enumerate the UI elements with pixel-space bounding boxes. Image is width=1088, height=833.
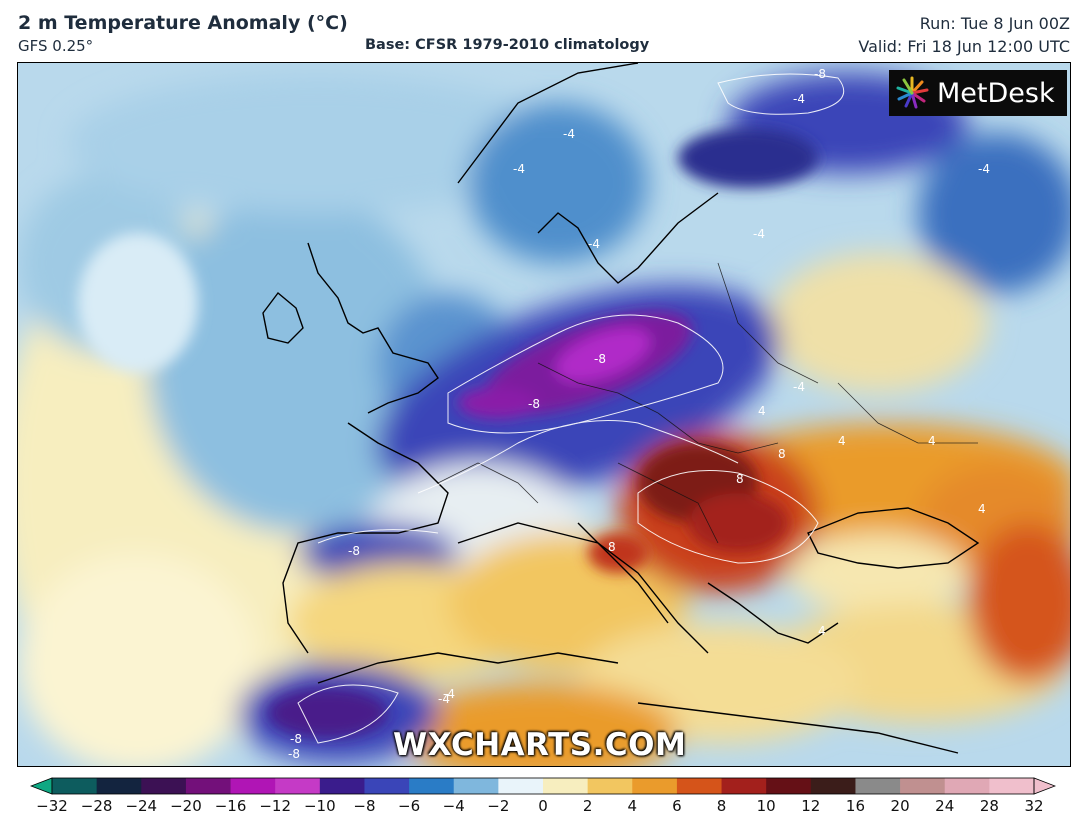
model-label: GFS 0.25° (18, 37, 94, 55)
wxcharts-watermark: WXCHARTS.COM (393, 727, 687, 763)
colorbar-segment (409, 778, 455, 794)
colorbar-segment (364, 778, 410, 794)
contour-label: 4 (838, 434, 846, 448)
colorbar-min-arrow (30, 777, 53, 795)
contour-label: 8 (778, 447, 786, 461)
colorbar-tick-label: 0 (538, 797, 548, 815)
colorbar-tick-label: 20 (890, 797, 910, 815)
contour-label: 8 (736, 472, 744, 486)
colorbar-segment (543, 778, 589, 794)
colorbar-tick-label: 10 (756, 797, 776, 815)
colorbar-tick-label: −24 (125, 797, 158, 815)
contour-label: -8 (594, 352, 606, 366)
colorbar-tick-label: 24 (935, 797, 955, 815)
colorbar-segment (855, 778, 901, 794)
logo-text: MetDesk (937, 77, 1055, 109)
colorbar-frame (51, 777, 1035, 795)
colorbar-tick-label: −10 (303, 797, 336, 815)
colorbar-tick-label: 28 (979, 797, 999, 815)
colorbar-tick-label: 6 (672, 797, 682, 815)
colorbar-segment (766, 778, 812, 794)
contour-label: -4 (978, 162, 990, 176)
chart-title: 2 m Temperature Anomaly (°C) (18, 12, 348, 34)
contour-label: -8 (528, 397, 540, 411)
metdesk-logo: MetDesk (889, 70, 1067, 116)
colorbar-tick-label: −32 (36, 797, 68, 815)
colorbar-segment (275, 778, 321, 794)
contour-label: 4 (818, 624, 826, 638)
colorbar-segment (989, 778, 1035, 794)
contour-label: 4 (928, 434, 936, 448)
colorbar-tick-label: 16 (845, 797, 865, 815)
map-canvas: -8 -8 -8 -8 -8 -4 -4 -4 -4 -4 -4 -4 -4 4… (18, 63, 1070, 766)
colorbar-segment (900, 778, 946, 794)
contour-label: -8 (288, 747, 300, 761)
starburst-logo-icon (896, 76, 929, 109)
colorbar-segment (96, 778, 142, 794)
contour-label: -8 (814, 67, 826, 81)
colorbar-tick-label: 12 (801, 797, 821, 815)
colorbar-segment (498, 778, 544, 794)
colorbar-tick-label: −16 (214, 797, 247, 815)
contour-label: -4 (793, 380, 805, 394)
contour-label: -4 (753, 227, 765, 241)
colorbar-segment (721, 778, 767, 794)
colorbar-ticks: −32 −28 −24 −20 −16 −12 −10 −8 −6 −4 −2 0 2 4 6 8 10 12 16… (0, 797, 1088, 819)
colorbar-segment (141, 778, 187, 794)
contour-label: 4 (758, 404, 766, 418)
colorbar-segment (319, 778, 366, 794)
colorbar-tick-label: −4 (442, 797, 465, 815)
anomaly-map: -8 -8 -8 -8 -8 -4 -4 -4 -4 -4 -4 -4 -4 4… (17, 62, 1071, 767)
contour-lines (297, 73, 845, 744)
contour-label: -4 (438, 692, 450, 706)
contour-label: -4 (793, 92, 805, 106)
colorbar-segment (676, 778, 723, 794)
colorbar-tick-label: 2 (582, 797, 593, 815)
colorbar-tick-label: −2 (487, 797, 510, 815)
colorbar-tick-label: −28 (80, 797, 113, 815)
colorbar-segment (52, 778, 98, 794)
contour-label: -8 (348, 544, 360, 558)
colorbar-segment (632, 778, 678, 794)
colorbar-tick-label: −8 (353, 797, 376, 815)
contour-label: 4 (978, 502, 986, 516)
colorbar-segment (810, 778, 857, 794)
colorbar-max-arrow (1033, 777, 1056, 795)
contour-label: -4 (588, 237, 600, 251)
colorbar (30, 777, 1056, 795)
valid-time-label: Valid: Fri 18 Jun 12:00 UTC (858, 37, 1070, 56)
contour-label: 8 (608, 540, 616, 554)
colorbar-segment (587, 778, 633, 794)
contour-label: -8 (290, 732, 302, 746)
contour-labels: -8 -8 -8 -8 -8 -4 -4 -4 -4 -4 -4 -4 -4 4… (288, 67, 990, 761)
colorbar-tick-label: 32 (1024, 797, 1044, 815)
colorbar-segment (944, 778, 990, 794)
colorbar-tick-label: 8 (716, 797, 727, 815)
colorbar-segment (185, 778, 232, 794)
colorbar-tick-label: −6 (398, 797, 421, 815)
contour-label: -4 (513, 162, 525, 176)
borders (437, 262, 978, 544)
colorbar-segment (230, 778, 276, 794)
climatology-base-label: Base: CFSR 1979-2010 climatology (365, 37, 650, 53)
coastlines (262, 63, 980, 754)
colorbar-tick-label: 4 (627, 797, 638, 815)
run-label: Run: Tue 8 Jun 00Z (919, 14, 1070, 33)
colorbar-tick-label: −20 (170, 797, 202, 815)
colorbar-segment (453, 778, 499, 794)
contour-label: -4 (563, 127, 575, 141)
colorbar-tick-label: −12 (259, 797, 291, 815)
anomaly-cores (78, 128, 818, 738)
contour-label: -4 (443, 687, 455, 701)
